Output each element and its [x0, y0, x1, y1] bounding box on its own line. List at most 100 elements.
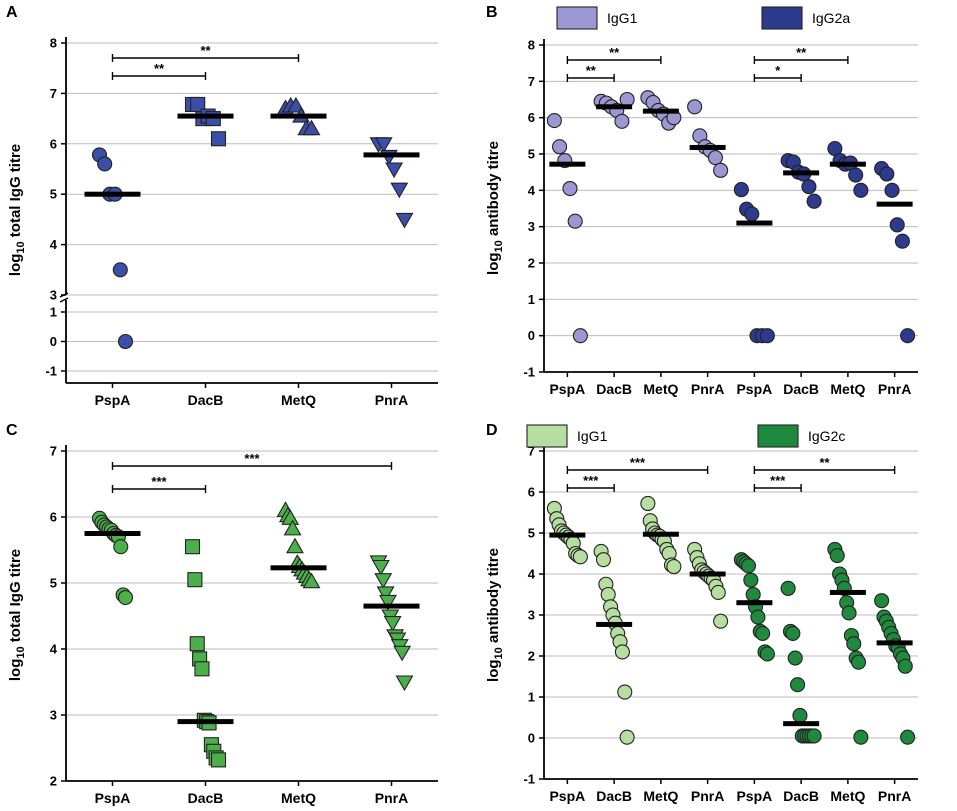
- panel-b-data-point: [848, 167, 864, 183]
- panel-d-y-tick-label: 0: [528, 731, 535, 746]
- panel-d-median-bar: [829, 589, 866, 595]
- panel-d-x-tick-label: PspA: [736, 788, 772, 804]
- panel-b-legend-swatch: [556, 6, 598, 30]
- panel-d-x-tick-label: DacB: [783, 788, 819, 804]
- panel-d-data-point: [874, 593, 890, 609]
- panel-b-y-tick-label: 7: [528, 74, 535, 89]
- panel-c-data-point: [194, 661, 210, 677]
- panel-b-x-tick-label: DacB: [783, 381, 819, 397]
- panel-a-significance-label: **: [200, 43, 211, 58]
- panel-d-data-point: [750, 609, 766, 625]
- panel-d-data-point: [710, 584, 726, 601]
- panel-b-data-point: [801, 179, 817, 195]
- panel-d-data-point: [666, 559, 682, 575]
- panel-b-median-bar: [783, 170, 820, 176]
- panel-a-y-axis-label: log10 total IgG titre: [7, 144, 27, 276]
- panel-b-data-point: [614, 113, 630, 129]
- panel-b-x-tick-label: PnrA: [878, 381, 911, 397]
- panel-d-y-tick-label: 4: [528, 567, 536, 582]
- panel-b-x-tick-label: PspA: [549, 381, 585, 397]
- panel-a-y-tick-label: 6: [50, 136, 57, 151]
- panel-a-data-point: [97, 156, 113, 172]
- panel-c-data-point: [210, 752, 227, 768]
- panel-b-median-bar: [596, 104, 633, 110]
- panel-a-y-tick-label: 8: [50, 36, 57, 51]
- panel-d-data-point: [792, 707, 808, 724]
- panel-d-median-bar: [876, 640, 913, 646]
- panel-d-x-tick-label: DacB: [596, 788, 632, 804]
- panel-a-y-tick-label: 0: [50, 334, 57, 349]
- panel-b-x-tick-label: PspA: [736, 381, 772, 397]
- panel-d-data-point: [595, 552, 612, 568]
- panel-a-data-point: [390, 182, 409, 199]
- panel-b-data-point: [707, 150, 723, 166]
- panel-b-data-point: [889, 217, 905, 233]
- panel-d-y-tick-label: -1: [523, 772, 535, 787]
- panel-b-significance-label: **: [586, 63, 597, 78]
- panel-b-data-point: [572, 328, 588, 344]
- panel-c-median-bar: [177, 719, 234, 725]
- panel-c-data-point: [117, 589, 134, 606]
- panel-b-data-point: [552, 139, 568, 155]
- panel-d-x-tick-label: PspA: [549, 788, 585, 804]
- panel-b-x-tick-label: PnrA: [691, 381, 724, 397]
- panel-b-y-tick-label: -1: [523, 365, 535, 380]
- panel-c-median-bar: [363, 603, 420, 609]
- panel-d-data-point: [572, 549, 588, 565]
- panel-b-y-tick-label: 4: [528, 183, 536, 198]
- panel-a-median-bar: [177, 113, 234, 119]
- panel-d-y-tick-label: 5: [528, 526, 535, 541]
- panel-d-data-point: [785, 625, 801, 642]
- panel-a-x-tick-label: MetQ: [281, 392, 316, 408]
- panel-b-y-tick-label: 6: [528, 110, 535, 125]
- panel-b-data-point: [900, 328, 916, 344]
- panel-d-legend-swatch: [526, 424, 568, 448]
- panel-d-y-tick-label: 7: [528, 444, 535, 459]
- panel-b-y-tick-label: 5: [528, 147, 535, 162]
- panel-d-y-tick-label: 3: [528, 608, 535, 623]
- panel-d-data-point: [743, 572, 759, 588]
- panel-b-x-tick-label: DacB: [596, 381, 632, 397]
- panel-d-significance-label: ***: [770, 473, 786, 488]
- panel-b-legend-label: IgG2a: [812, 10, 850, 26]
- panel-c-median-bar: [270, 565, 327, 571]
- panel-a-data-point: [374, 137, 393, 153]
- panel-d-legend-label: IgG2c: [808, 428, 845, 444]
- panel-c-data-point: [283, 519, 302, 536]
- panel-b-data-point: [546, 113, 562, 129]
- panel-d-data-point: [829, 547, 845, 564]
- panel-a-y-tick-label: -1: [45, 364, 57, 379]
- panel-c-y-tick-label: 5: [50, 576, 57, 591]
- panel-a-x-tick-label: PspA: [95, 392, 131, 408]
- panel-d-data-point: [755, 625, 771, 642]
- panel-c-y-axis-label: log10 total IgG titre: [7, 549, 27, 681]
- panel-c-data-point: [302, 572, 321, 589]
- panel-d-data-point: [713, 613, 729, 629]
- panel-c-x-tick-label: PnrA: [375, 790, 408, 806]
- panel-b-data-point: [744, 206, 760, 222]
- panel-b-y-tick-label: 3: [528, 219, 535, 234]
- panel-d-data-point: [740, 558, 757, 574]
- panel-d-data-point: [617, 684, 633, 700]
- panel-c-data-point: [189, 636, 205, 652]
- panel-c-data-point: [286, 537, 304, 554]
- panel-b-median-bar: [736, 220, 773, 226]
- panel-a-y-tick-label: 1: [50, 305, 57, 320]
- panel-a-y-tick-label: 4: [50, 237, 58, 252]
- panel-d-significance-label: ***: [630, 455, 646, 470]
- panel-c-data-point: [113, 539, 129, 555]
- panel-c-significance-label: ***: [244, 451, 260, 466]
- panel-d-data-point: [614, 644, 630, 660]
- panel-c-data-point: [395, 675, 414, 692]
- panel-d-data-point: [850, 654, 867, 670]
- panel-b-data-point: [806, 193, 822, 209]
- panel-b-data-point: [733, 182, 749, 198]
- panel-b-median-bar: [829, 161, 866, 167]
- panel-b-legend-label: IgG1: [607, 10, 638, 26]
- panel-b-y-tick-label: 8: [528, 38, 535, 53]
- panel-c-y-tick-label: 4: [50, 642, 58, 657]
- panel-c-data-point: [374, 573, 393, 589]
- panel-d-data-point: [790, 677, 806, 693]
- panel-d-data-point: [900, 729, 916, 745]
